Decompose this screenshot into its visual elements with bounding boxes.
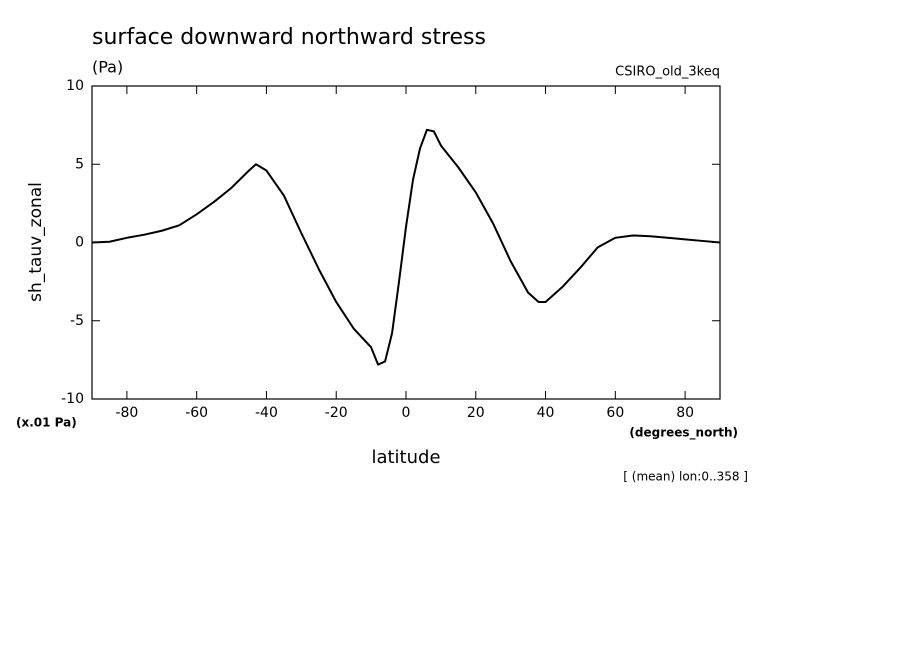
plot-frame xyxy=(91,85,721,400)
x-tick-label: -40 xyxy=(255,405,278,421)
x-axis-label: latitude xyxy=(371,447,440,468)
units: (Pa) xyxy=(92,58,123,77)
y-scale-note: (x.01 Pa) xyxy=(16,416,77,430)
model-label: CSIRO_old_3keq xyxy=(615,65,720,80)
x-tick-label: -60 xyxy=(185,405,208,421)
x-tick-label: -20 xyxy=(325,405,348,421)
x-tick-label: -80 xyxy=(115,405,138,421)
x-tick-label: 60 xyxy=(606,405,624,421)
x-tick-label: 0 xyxy=(402,405,411,421)
x-tick-label: 20 xyxy=(467,405,485,421)
x-tick-label: 80 xyxy=(676,405,694,421)
y-tick-label: -10 xyxy=(61,391,84,407)
chart-title: surface downward northward stress xyxy=(92,25,486,50)
data-line xyxy=(91,128,721,366)
y-tick-label: 5 xyxy=(75,156,84,172)
y-tick-label: 0 xyxy=(75,235,84,251)
note: [ (mean) lon:0..358 ] xyxy=(623,470,748,484)
x-units: (degrees_north) xyxy=(629,426,738,441)
y-axis-label: sh_tauv_zonal xyxy=(26,182,46,302)
x-tick-label: 40 xyxy=(537,405,555,421)
y-tick-label: 10 xyxy=(66,78,84,94)
y-tick-label: -5 xyxy=(70,313,84,329)
